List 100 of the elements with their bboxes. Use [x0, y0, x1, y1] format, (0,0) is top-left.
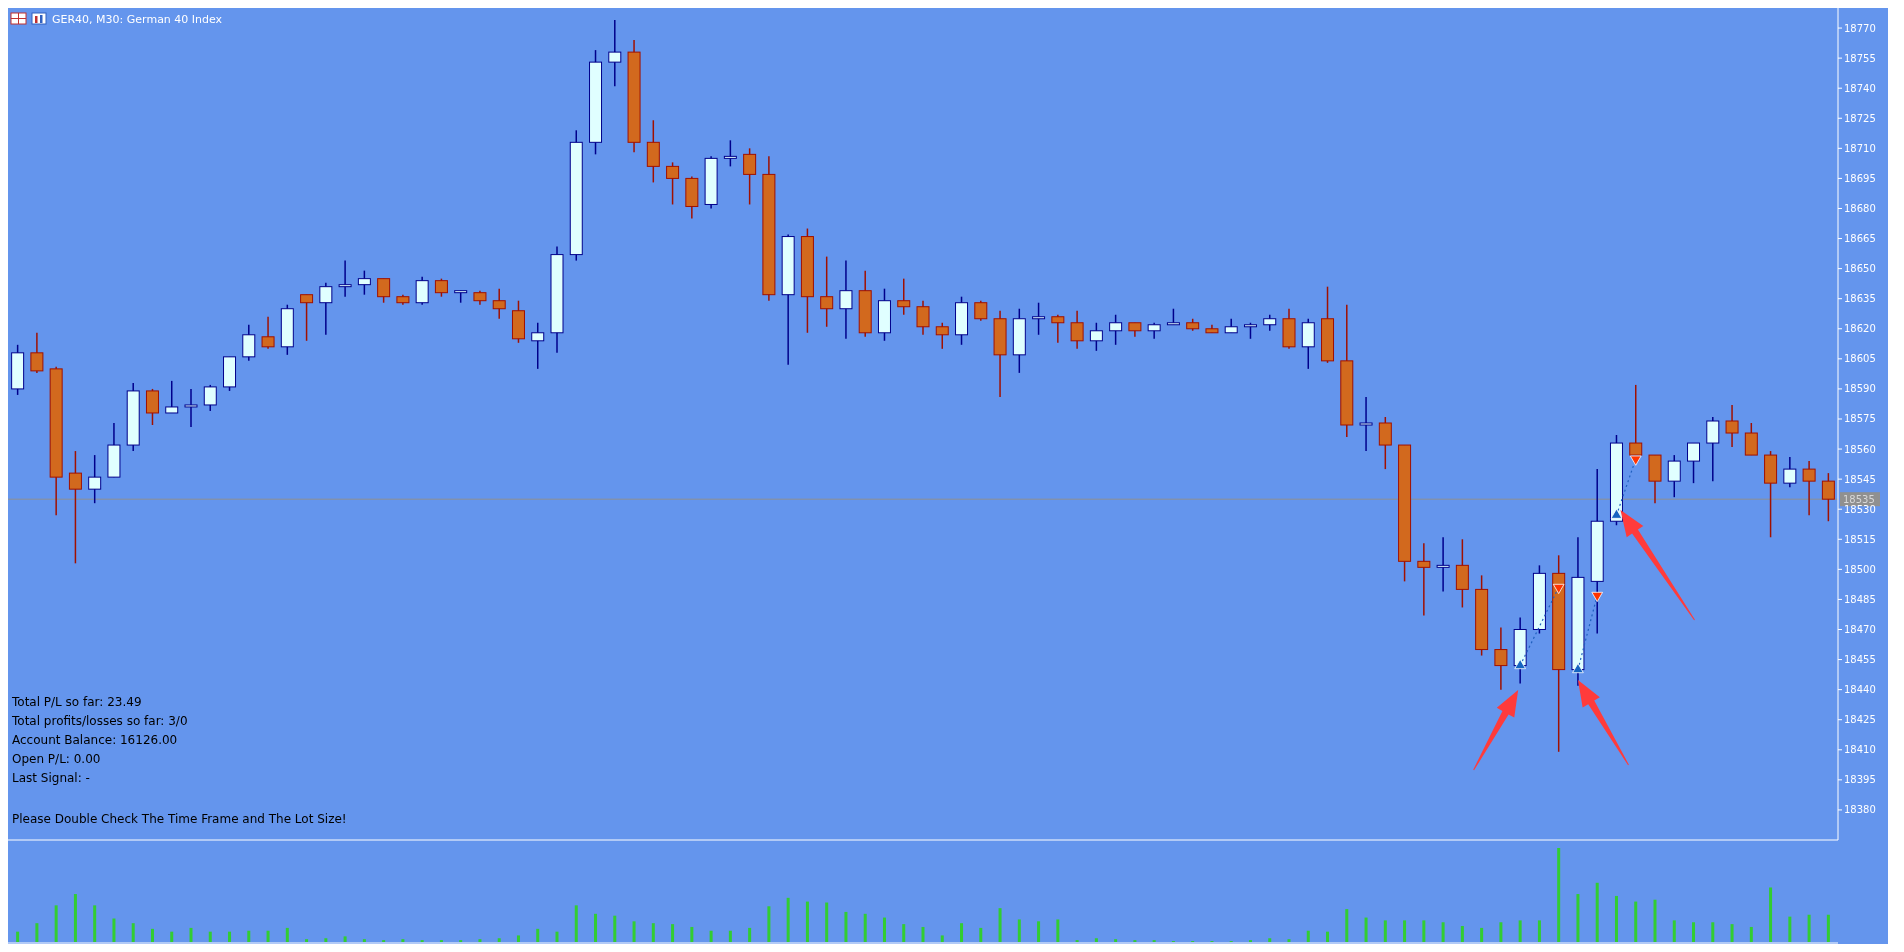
- annotation: Total P/L so far: 23.49: [11, 695, 142, 709]
- bar: [208, 931, 212, 942]
- candlestick: [203, 384, 217, 412]
- bar: [979, 927, 983, 942]
- bar: [594, 913, 598, 942]
- y-tick-label: 18470: [1844, 623, 1876, 635]
- bar: [555, 931, 559, 942]
- bar: [1480, 927, 1484, 942]
- y-tick-label: 18740: [1844, 82, 1876, 94]
- bar: [1518, 920, 1522, 942]
- candlestick: [319, 281, 333, 336]
- bar: [1403, 920, 1407, 942]
- candlestick: [145, 388, 159, 426]
- bar: [786, 897, 790, 942]
- bar: [1114, 939, 1118, 942]
- bar: [1788, 916, 1792, 942]
- y-tick-label: 18410: [1844, 744, 1876, 756]
- candlestick: [184, 388, 198, 428]
- bar: [574, 905, 578, 942]
- candlestick: [1706, 416, 1720, 482]
- bar: [940, 935, 944, 942]
- candlestick: [974, 299, 988, 322]
- candlestick: [916, 299, 930, 336]
- bar: [921, 926, 925, 942]
- candlestick: [1089, 322, 1103, 352]
- candlestick: [1725, 404, 1739, 448]
- bar: [1287, 939, 1291, 942]
- bar: [748, 927, 752, 942]
- bar: [709, 930, 713, 942]
- text: GER40, M30: German 40 Index: [52, 12, 223, 26]
- bar: [1094, 938, 1098, 942]
- bar: [1460, 926, 1464, 942]
- bar: [613, 915, 617, 942]
- candlestick: [415, 275, 429, 306]
- y-tick-label: 18485: [1844, 593, 1876, 605]
- candlestick: [1070, 309, 1084, 350]
- candlestick: [935, 322, 949, 350]
- bar: [1537, 920, 1541, 942]
- candlestick: [820, 255, 834, 328]
- candlestick: [88, 454, 102, 504]
- candlestick: [1436, 536, 1450, 593]
- bar: [1614, 895, 1618, 942]
- candlestick: [492, 287, 506, 320]
- bar: [632, 921, 636, 942]
- bar: [266, 930, 270, 942]
- bar: [902, 924, 906, 942]
- candlestick: [1359, 396, 1373, 452]
- candlestick: [1629, 384, 1643, 456]
- candlestick: [1687, 442, 1701, 484]
- bar: [844, 911, 848, 942]
- bar: [497, 938, 501, 942]
- bar: [1730, 924, 1734, 942]
- annotation: Account Balance: 16126.00: [12, 733, 178, 747]
- annotation: Open P/L: 0.00: [12, 752, 101, 766]
- candlestick: [666, 161, 680, 206]
- candlestick: [1032, 301, 1046, 336]
- bar: [1383, 920, 1387, 942]
- bar: [805, 901, 809, 942]
- bar: [1595, 882, 1599, 942]
- y-tick-label: 18425: [1844, 714, 1876, 726]
- y-tick-label: 18770: [1844, 22, 1876, 34]
- y-tick-label: 18500: [1844, 563, 1876, 575]
- bar: [401, 939, 405, 942]
- candlestick: [300, 293, 314, 342]
- bar: [170, 931, 174, 942]
- candlestick: [723, 139, 737, 168]
- candlestick: [1494, 626, 1508, 691]
- bar: [690, 926, 694, 942]
- bar: [1364, 917, 1368, 942]
- candlestick: [743, 147, 757, 206]
- bar: [1672, 920, 1676, 942]
- candlestick: [68, 450, 82, 565]
- y-tick-label: 18590: [1844, 383, 1876, 395]
- bar: [863, 913, 867, 942]
- bar: [825, 902, 829, 942]
- y-tick-label: 18455: [1844, 654, 1876, 666]
- bar: [343, 936, 347, 942]
- bar: [1692, 922, 1696, 942]
- candlestick: [357, 269, 371, 296]
- bar: [1711, 922, 1715, 942]
- bar: [1037, 921, 1041, 942]
- y-tick-label: 18755: [1844, 52, 1876, 64]
- bar: [960, 923, 964, 942]
- y-tick-label: 18695: [1844, 172, 1876, 184]
- candlestick: [242, 324, 256, 362]
- bar: [1268, 938, 1272, 942]
- bar: [516, 935, 520, 942]
- bar: [1499, 922, 1503, 942]
- bar: [767, 906, 771, 942]
- bar: [285, 927, 289, 942]
- bar: [324, 938, 328, 942]
- candlestick: [338, 259, 352, 298]
- candlestick: [608, 19, 622, 87]
- candlestick: [1744, 422, 1758, 456]
- bar: [305, 939, 309, 942]
- bar: [54, 905, 58, 942]
- annotation: Last Signal: -: [12, 771, 90, 785]
- ref-line-label: 18535: [1843, 493, 1875, 505]
- candlestick: [1378, 416, 1392, 470]
- bar: [1056, 919, 1060, 942]
